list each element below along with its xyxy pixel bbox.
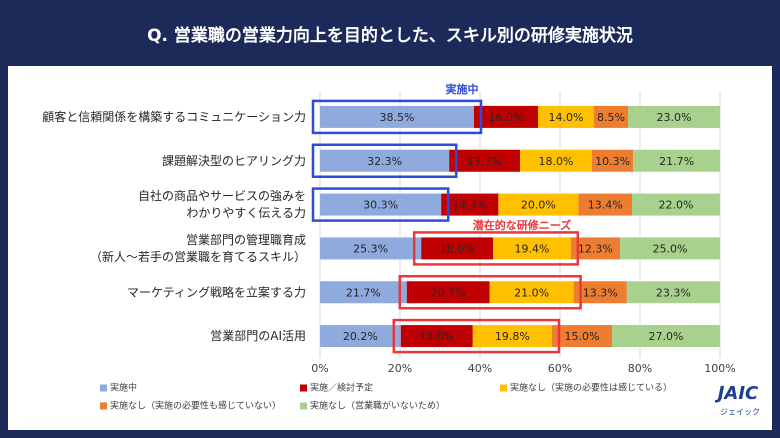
bar-segment [573,281,627,304]
value-label: 13.4% [588,199,623,212]
bar-segment [592,149,634,172]
value-label: 19.8% [495,330,530,343]
category-label: 課題解決型のヒアリング力 [162,152,306,167]
legend-label: 実施なし（実施の必要性は感じている） [510,382,672,394]
bar-segment [633,149,720,172]
bar-segment [421,237,494,260]
legend-swatch [100,384,107,392]
chart-title: Q. 営業職の営業力向上を目的とした、スキル別の研修実施状況 [147,25,633,46]
value-label: 21.7% [346,286,381,299]
bar-segment [320,105,474,128]
bar-segment [320,281,407,304]
bar-segment [626,281,720,304]
highlight-box [311,187,450,222]
bar-segment [320,325,401,348]
bar-segment [612,325,720,348]
value-label: 13.3% [583,286,618,299]
value-label: 14.0% [549,111,584,124]
bar-segment [578,193,632,216]
logo-name: JAIC [715,383,759,404]
value-label: 30.3% [363,199,398,212]
highlight-box [412,231,580,266]
category-label: 営業部門の管理職育成（新人～若手の営業職を育てるスキル） [90,231,306,263]
bar-segment [552,325,612,348]
x-tick-label: 100% [704,362,735,375]
bar-segment [472,325,552,348]
category-label: マーケティング戦略を立案する力 [127,284,306,299]
bar-segment [406,281,490,304]
bar-segment [489,281,574,304]
x-tick-label: 60% [548,362,572,375]
value-label: 10.3% [595,155,630,168]
annotation: 実施中 [446,82,479,96]
legend-swatch [300,384,307,392]
value-label: 18.0% [539,155,574,168]
bar-segment [538,105,594,128]
value-label: 18.0% [440,242,475,255]
legend-swatch [300,402,307,410]
highlight-box [311,99,483,135]
x-tick-label: 0% [311,362,328,375]
value-label: 32.3% [367,155,402,168]
bar-segment [400,325,473,348]
value-label: 12.3% [578,242,613,255]
bar-segment [320,237,422,260]
bar-segment [620,237,720,260]
value-label: 23.3% [656,286,691,299]
bar-segment [498,193,579,216]
bar-segment [320,149,450,172]
value-label: 20.0% [521,199,556,212]
value-label: 21.0% [514,286,549,299]
bar-segment [493,237,571,260]
value-label: 25.3% [353,242,388,255]
bar-segment [520,149,592,172]
value-label: 27.0% [649,330,684,343]
highlight-box [392,318,561,354]
value-label: 23.0% [657,111,692,124]
x-tick-label: 20% [388,362,412,375]
value-label: 17.7% [467,155,502,168]
x-tick-label: 40% [468,362,492,375]
bar-segment [594,105,628,128]
legend-label: 実施中 [110,382,137,394]
legend-swatch [100,402,107,410]
value-label: 20.2% [343,330,378,343]
bar-segment [449,149,520,172]
bar-segment [632,193,720,216]
bar-segment [570,237,620,260]
bar-segment [474,105,538,128]
logo-sub: ジェイック [720,408,760,417]
x-tick-label: 80% [628,362,652,375]
legend-label: 実施なし（実施の必要性も感じていない） [110,400,281,412]
value-label: 18.0% [419,330,454,343]
value-label: 25.0% [653,242,688,255]
value-label: 21.7% [659,155,694,168]
highlight-box [398,275,582,310]
category-label: 自社の商品やサービスの強みをわかりやすく伝える力 [138,188,306,220]
value-label: 19.4% [515,242,550,255]
bar-segment [628,105,720,128]
annotation: 潜在的な研修ニーズ [473,218,571,232]
value-label: 38.5% [380,111,415,124]
value-label: 16.0% [489,111,524,124]
highlight-box [311,143,458,178]
legend-label: 実施なし（営業職がいないため） [310,400,445,412]
value-label: 8.5% [597,111,625,124]
value-label: 15.0% [565,330,600,343]
value-label: 14.3% [452,199,487,212]
value-label: 22.0% [659,199,694,212]
legend-swatch [500,384,507,392]
value-label: 20.7% [431,286,466,299]
category-label: 顧客と信頼関係を構築するコミュニケーション力 [42,108,306,123]
bar-segment [320,193,442,216]
bar-segment [441,193,499,216]
legend-label: 実施／検討予定 [310,382,373,394]
category-label: 営業部門のAI活用 [210,328,306,343]
